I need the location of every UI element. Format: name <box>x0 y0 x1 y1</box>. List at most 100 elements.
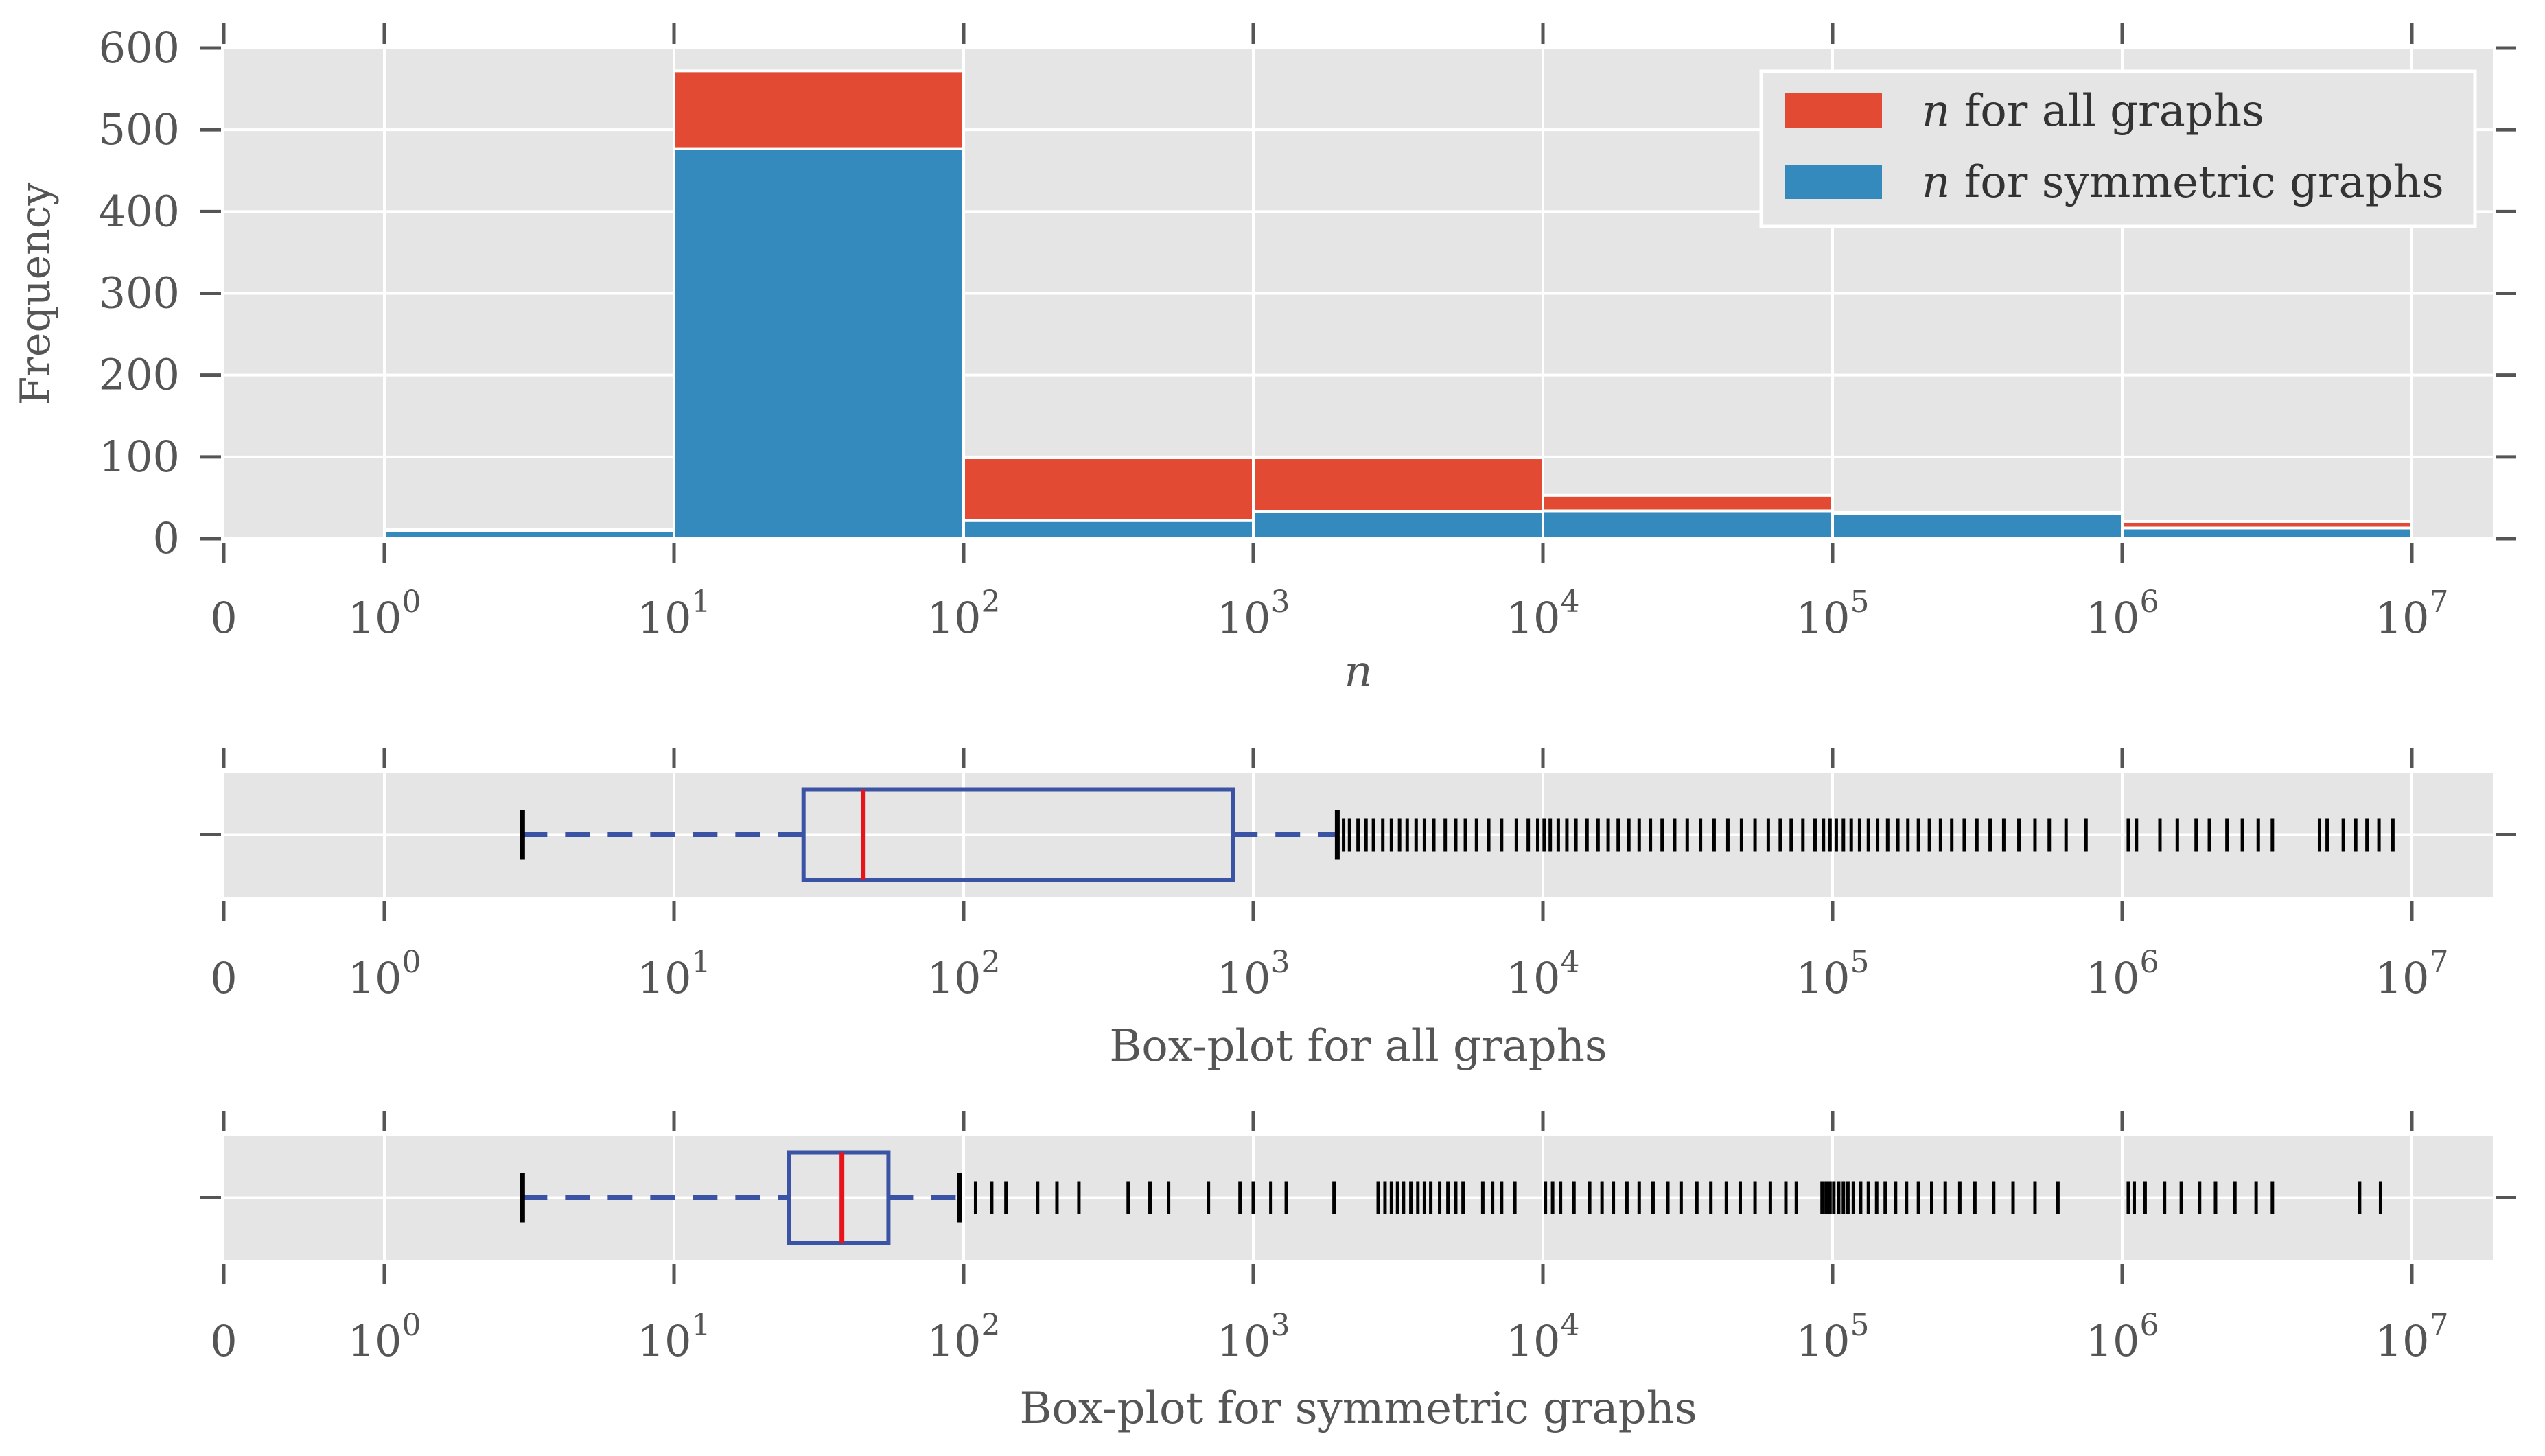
tick-label-exponent: 4 <box>1560 1308 1579 1343</box>
boxplot-symmetric-graphs-panel: 0 100 101 102 103 104 105 106 107 Box-plot for s… <box>200 1111 2516 1434</box>
tick-label-base: 10 <box>2375 1316 2430 1366</box>
histogram-y-tick-label-0: 0 <box>153 513 180 563</box>
boxplot-all-outliers <box>1335 818 2395 852</box>
tick-label-exponent: 2 <box>981 585 1000 620</box>
boxplot-2-x-tick-label-0: 0 <box>210 1316 237 1366</box>
boxplot-2-x-tick-label-8: 107 <box>2375 1308 2449 1366</box>
histogram-x-tick-label-0: 0 <box>210 593 237 643</box>
histogram-y-tick-label-1: 100 <box>99 432 180 482</box>
tick-label-base: 0 <box>210 953 237 1003</box>
tick-label-exponent: 0 <box>402 585 421 620</box>
histogram-x-tick-label-1: 100 <box>348 585 421 643</box>
histogram-x-axis-label: n <box>1344 646 1372 697</box>
bar-symmetric-graphs-bin-6 <box>2121 526 2413 541</box>
histogram-y-tick-label-4: 400 <box>99 186 180 236</box>
boxplot-2-x-tick-label-4: 103 <box>1217 1308 1290 1366</box>
tick-label-exponent: 4 <box>1560 945 1579 980</box>
legend-swatch-all-graphs <box>1785 93 1882 128</box>
histogram-x-tick-label-8: 107 <box>2375 585 2449 643</box>
histogram-panel: 0 100 101 102 103 104 105 106 107010020030040050… <box>12 23 2516 697</box>
legend-label: for symmetric graphs <box>1964 157 2444 208</box>
tick-label-exponent: 3 <box>1270 945 1290 980</box>
boxplot-1-x-tick-label-3: 102 <box>927 945 1001 1003</box>
bar-symmetric-graphs-bin-0 <box>383 529 675 540</box>
boxplot-symmetric-box <box>520 1150 962 1245</box>
tick-label-base: 10 <box>1796 953 1850 1003</box>
boxplot-1-x-tick-label-4: 103 <box>1217 945 1290 1003</box>
legend-label: for all graphs <box>1964 86 2264 137</box>
histogram-ticks: 0 100 101 102 103 104 105 106 107010020030040050… <box>99 23 2516 643</box>
tick-label-base: 10 <box>348 593 402 643</box>
legend-entry-all-graphs: n for all graphs <box>1922 86 2264 137</box>
tick-label-exponent: 1 <box>691 585 710 620</box>
histogram-y-tick-label-2: 200 <box>99 350 180 400</box>
tick-label-exponent: 5 <box>1850 585 1869 620</box>
boxplot-all-ticks: 0 100 101 102 103 104 105 106 107 <box>200 748 2516 1003</box>
tick-label-base: 10 <box>1217 953 1271 1003</box>
bar-symmetric-graphs-bin-1 <box>673 147 965 540</box>
tick-label-exponent: 7 <box>2429 585 2448 620</box>
bar-symmetric-graphs-bin-2 <box>962 519 1255 540</box>
tick-label-exponent: 4 <box>1560 585 1579 620</box>
bar-symmetric-graphs-bin-4 <box>1542 509 1834 541</box>
legend-entry-symmetric-graphs: n for symmetric graphs <box>1922 157 2444 208</box>
boxplot-2-x-tick-label-1: 100 <box>348 1308 421 1366</box>
boxplot-1-x-tick-label-2: 101 <box>638 945 711 1003</box>
boxplot-2-x-tick-label-6: 105 <box>1796 1308 1870 1366</box>
tick-label-base: 10 <box>2086 593 2140 643</box>
histogram-x-tick-label-5: 104 <box>1507 585 1580 643</box>
tick-label-exponent: 1 <box>691 1308 710 1343</box>
tick-label-base: 10 <box>1507 593 1561 643</box>
tick-label-exponent: 3 <box>1270 1308 1290 1343</box>
boxplot-2-x-tick-label-2: 101 <box>638 1308 711 1366</box>
tick-label-base: 10 <box>638 593 692 643</box>
tick-label-base: 10 <box>927 1316 981 1366</box>
tick-label-base: 0 <box>210 1316 237 1366</box>
boxplot-1-x-tick-label-7: 106 <box>2086 945 2159 1003</box>
histogram-x-tick-label-6: 105 <box>1796 585 1870 643</box>
boxplot-1-x-tick-label-5: 104 <box>1507 945 1580 1003</box>
boxplot-symmetric-ticks: 0 100 101 102 103 104 105 106 107 <box>200 1111 2516 1366</box>
boxplot-all-graphs-panel: 0 100 101 102 103 104 105 106 107 Box-plot for a… <box>200 748 2516 1072</box>
boxplot-all-gridlines <box>224 773 2493 897</box>
tick-label-base: 10 <box>1217 593 1271 643</box>
tick-label-base: 10 <box>1507 953 1561 1003</box>
tick-label-exponent: 6 <box>2139 585 2159 620</box>
boxplot-symmetric-title: Box-plot for symmetric graphs <box>1019 1383 1697 1434</box>
tick-label-exponent: 1 <box>691 945 710 980</box>
tick-label-base: 10 <box>2086 1316 2140 1366</box>
interquartile-box <box>801 787 1235 882</box>
histogram-y-tick-label-6: 600 <box>99 23 180 73</box>
histogram-x-tick-label-3: 102 <box>927 585 1001 643</box>
boxplot-2-x-tick-label-7: 106 <box>2086 1308 2159 1366</box>
boxplot-1-x-tick-label-1: 100 <box>348 945 421 1003</box>
bar-symmetric-graphs-bin-5 <box>1831 512 2124 541</box>
tick-label-base: 10 <box>927 953 981 1003</box>
tick-label-base: 10 <box>1796 1316 1850 1366</box>
boxplot-2-x-tick-label-5: 104 <box>1507 1308 1580 1366</box>
legend-variable: n <box>1922 157 1950 208</box>
tick-label-base: 10 <box>2086 953 2140 1003</box>
histogram-y-tick-label-5: 500 <box>99 104 180 154</box>
histogram-y-axis-label: Frequency <box>12 183 60 406</box>
legend-swatch-symmetric-graphs <box>1785 165 1882 199</box>
tick-label-exponent: 6 <box>2139 1308 2159 1343</box>
boxplot-1-x-tick-label-6: 105 <box>1796 945 1870 1003</box>
boxplot-1-x-tick-label-8: 107 <box>2375 945 2449 1003</box>
boxplot-2-x-tick-label-3: 102 <box>927 1308 1001 1366</box>
tick-label-exponent: 2 <box>981 945 1000 980</box>
tick-label-exponent: 5 <box>1850 945 1869 980</box>
tick-label-exponent: 6 <box>2139 945 2159 980</box>
tick-label-base: 10 <box>638 1316 692 1366</box>
tick-label-base: 10 <box>638 953 692 1003</box>
tick-label-exponent: 0 <box>402 1308 421 1343</box>
boxplot-all-title: Box-plot for all graphs <box>1109 1021 1607 1072</box>
tick-label-exponent: 5 <box>1850 1308 1869 1343</box>
tick-label-exponent: 7 <box>2429 945 2448 980</box>
tick-label-base: 10 <box>927 593 981 643</box>
histogram-bars <box>383 69 2413 541</box>
tick-label-base: 10 <box>1217 1316 1271 1366</box>
bar-symmetric-graphs-bin-3 <box>1252 510 1544 540</box>
tick-label-base: 10 <box>2375 953 2430 1003</box>
